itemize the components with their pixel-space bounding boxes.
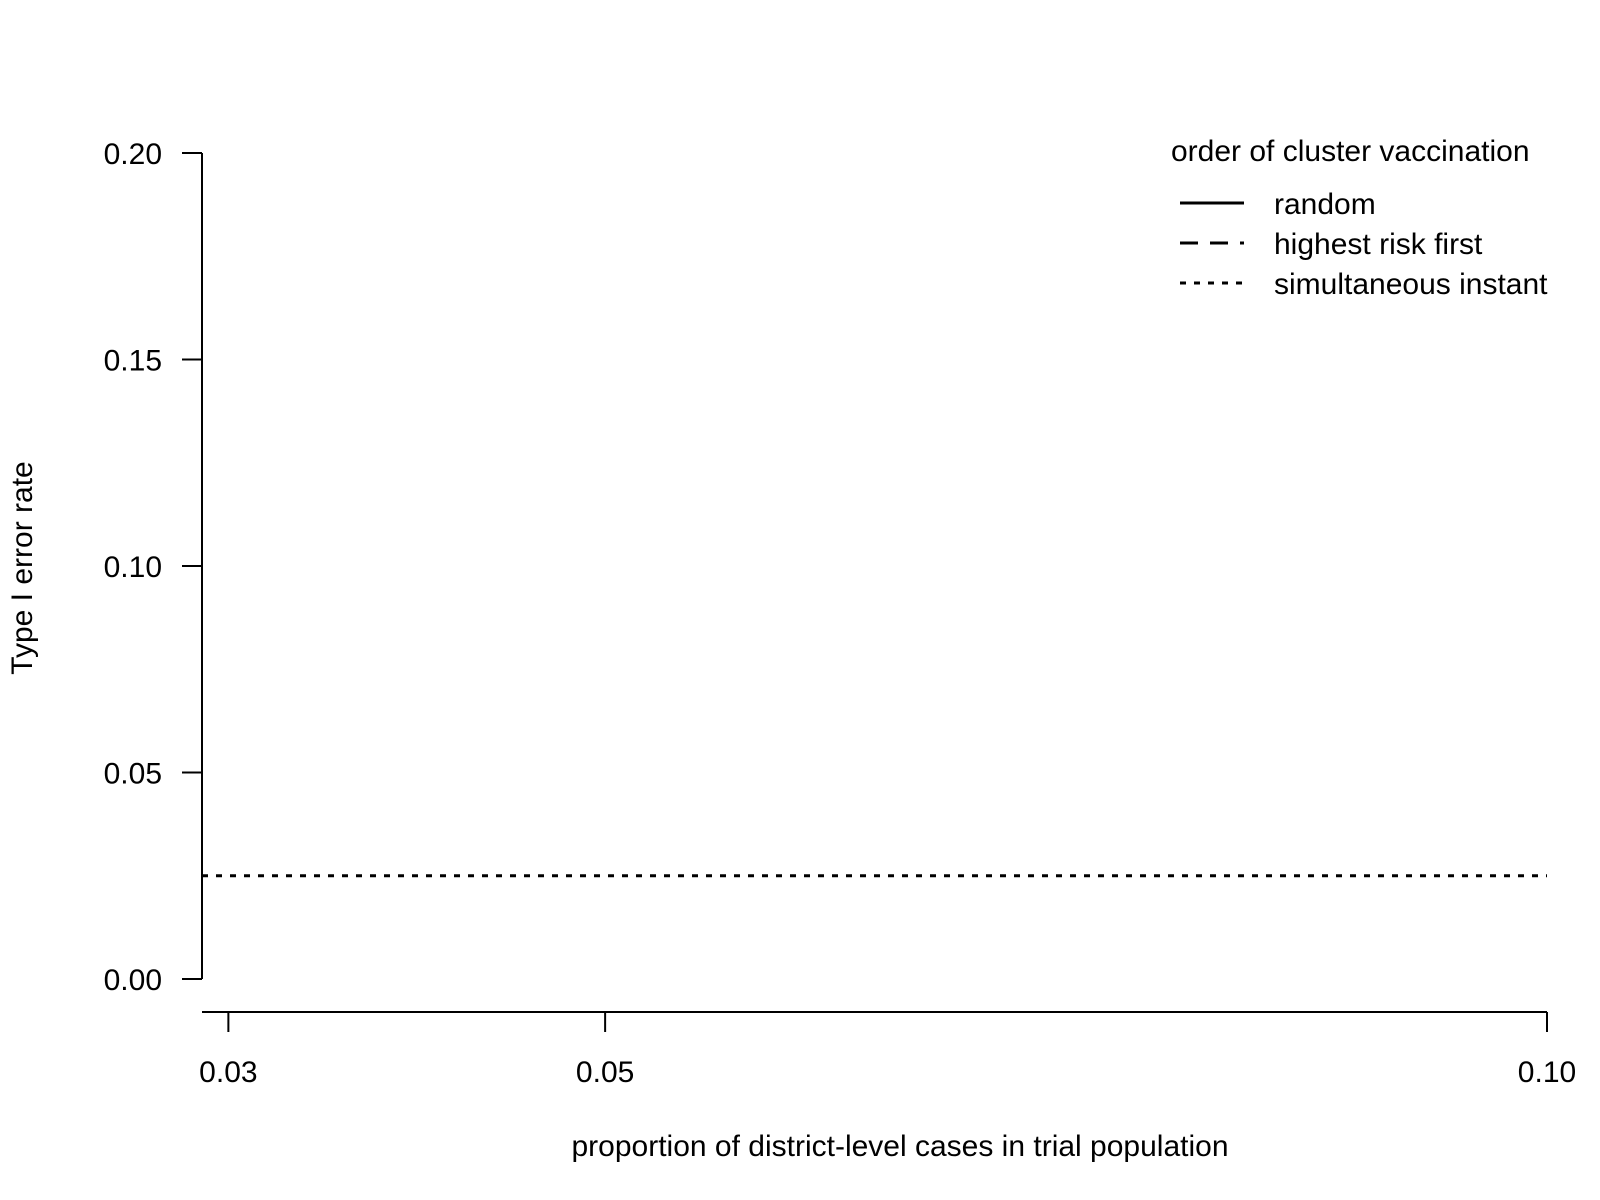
x-tick-label: 0.03 [199,1056,257,1089]
x-tick-label: 0.05 [576,1056,634,1089]
x-tick-label: 0.10 [1518,1056,1576,1089]
legend: order of cluster vaccination random highe… [1171,135,1548,301]
legend-entry-label: random [1274,188,1376,221]
y-tick-label: 0.10 [104,551,162,584]
y-tick-label: 0.20 [104,138,162,171]
y-tick-label: 0.05 [104,758,162,791]
legend-entry-label: simultaneous instant [1274,268,1548,301]
y-tick-label: 0.00 [104,964,162,997]
y-axis-title: Type I error rate [6,461,39,674]
x-axis: 0.03 0.05 0.10 [199,1011,1576,1089]
y-tick-label: 0.15 [104,345,162,378]
legend-title: order of cluster vaccination [1171,135,1530,168]
x-axis-title: proportion of district-level cases in tr… [572,1130,1229,1163]
y-axis: 0.00 0.05 0.10 0.15 0.20 [104,138,203,997]
legend-entry-label: highest risk first [1274,228,1483,261]
